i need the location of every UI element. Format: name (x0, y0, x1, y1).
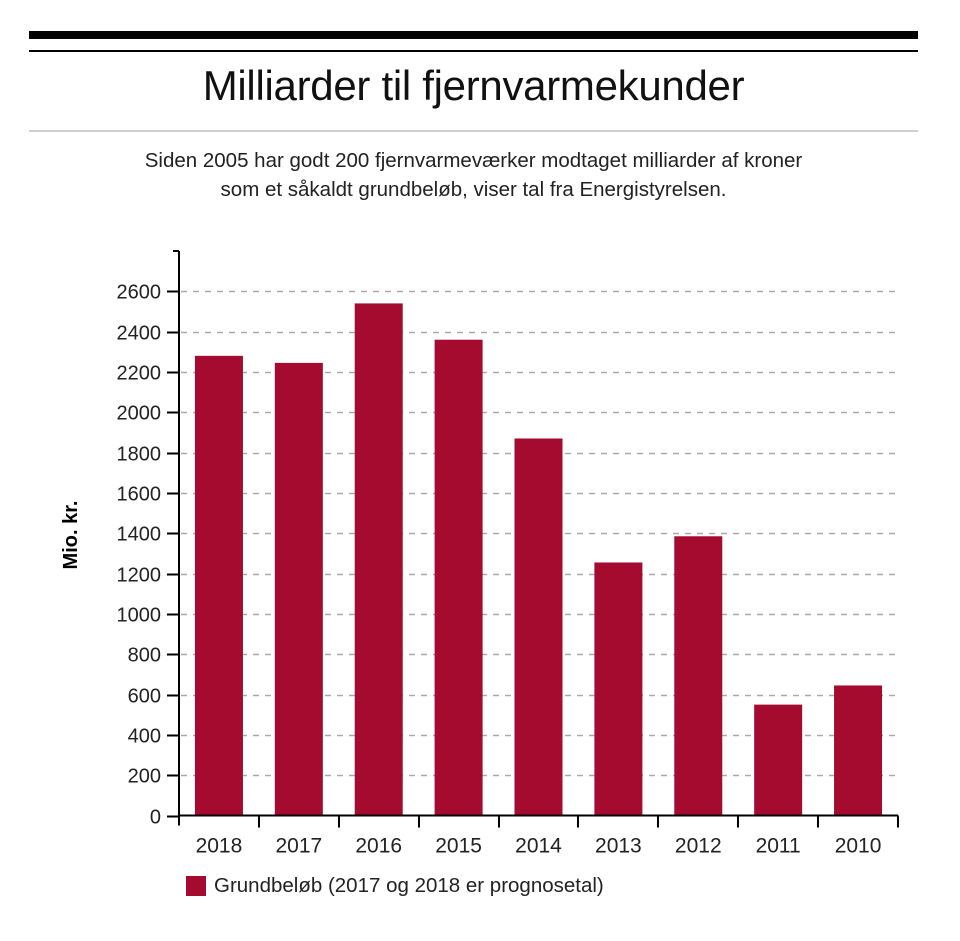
y-tick-label: 200 (128, 766, 161, 788)
y-tick-label: 2000 (117, 403, 162, 425)
title-divider (29, 130, 918, 132)
bar-2013 (594, 562, 643, 816)
header-rule-thin (29, 50, 918, 52)
bar-2015 (434, 339, 483, 816)
subtitle-line-1: Siden 2005 har godt 200 fjernvarmeværker… (144, 149, 803, 172)
bar-2017 (274, 362, 323, 816)
bar-2012 (674, 536, 723, 816)
y-tick-label: 2400 (117, 323, 162, 345)
y-tick-label: 2200 (117, 363, 162, 385)
y-tick-label: 600 (128, 686, 161, 708)
y-tick-label: 1000 (117, 605, 162, 627)
legend: Grundbeløb (2017 og 2018 er prognosetal) (186, 874, 604, 898)
y-tick-label: 1200 (117, 565, 162, 587)
legend-label: Grundbeløb (2017 og 2018 er prognosetal) (214, 874, 604, 897)
y-tick-label: 1600 (117, 484, 162, 506)
y-tick-label: 400 (128, 726, 161, 748)
x-tick-label: 2016 (355, 835, 402, 858)
legend-swatch (186, 876, 206, 896)
axes (167, 250, 899, 828)
y-tick-label: 800 (128, 645, 161, 667)
bar-2016 (354, 303, 403, 816)
x-tick-label: 2010 (835, 835, 882, 858)
chart-subtitle: Siden 2005 har godt 200 fjernvarmeværker… (29, 146, 918, 204)
chart-title: Milliarder til fjernvarmekunder (202, 62, 745, 109)
y-tick-label: 2600 (117, 282, 162, 304)
bar-2014 (514, 438, 563, 816)
y-tick-label: 1800 (117, 444, 162, 466)
bar-2018 (194, 355, 243, 816)
bar-2010 (834, 685, 883, 816)
x-tick-label: 2014 (515, 835, 562, 858)
x-tick-label: 2012 (675, 835, 722, 858)
x-tick-label: 2011 (756, 835, 801, 858)
tick-labels: 0 200 400 600 800 1000 1200 1400 1600 1800 2000 220… (117, 282, 882, 858)
x-tick-label: 2015 (435, 835, 482, 858)
x-tick-label: 2017 (275, 835, 322, 858)
header-rule-thick (29, 31, 918, 39)
x-tick-label: 2013 (595, 835, 642, 858)
y-tick-label: 0 (150, 807, 161, 829)
x-tick-label: 2018 (196, 835, 243, 858)
bar-2011 (754, 704, 803, 816)
y-axis-label: Mio. kr. (60, 501, 82, 570)
subtitle-line-2: som et såkaldt grundbeløb, viser tal fra… (220, 178, 727, 201)
bars (194, 303, 883, 816)
y-tick-label: 1400 (117, 524, 162, 546)
